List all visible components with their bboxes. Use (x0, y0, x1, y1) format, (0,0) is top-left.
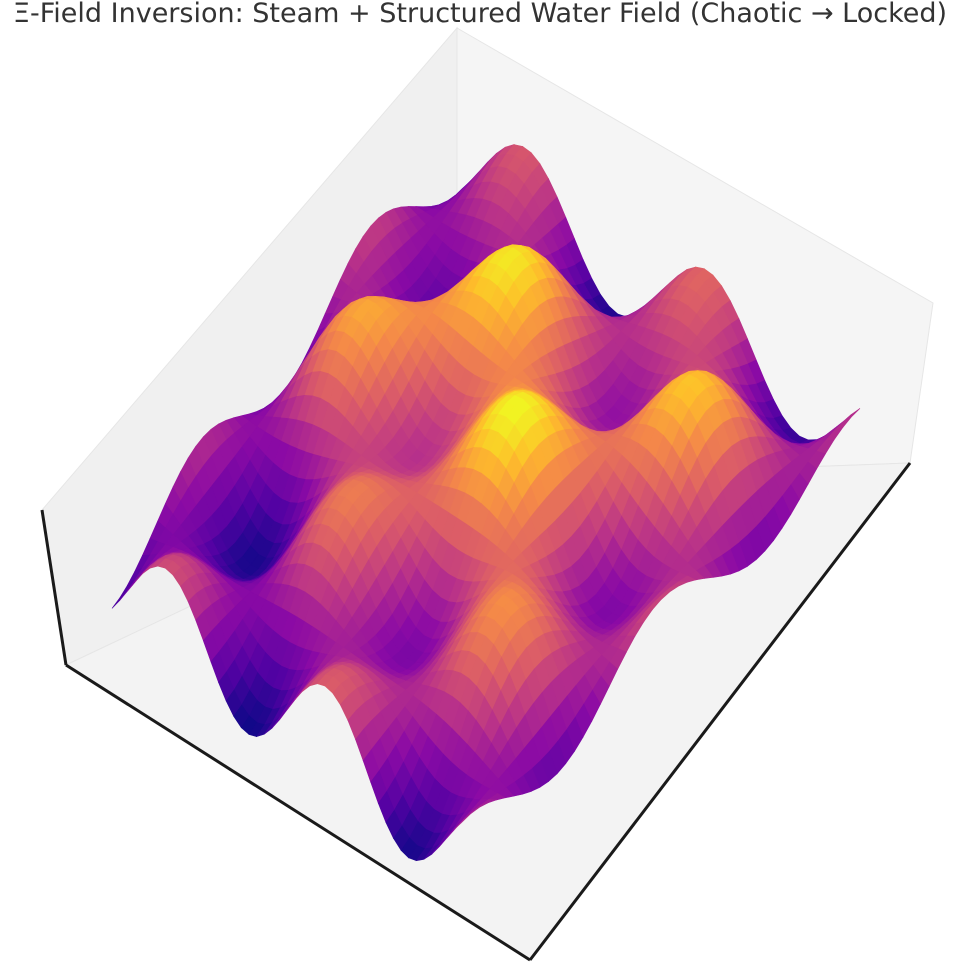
y-axis-line (528, 462, 912, 961)
surface-patch (454, 813, 471, 830)
surface-mesh (111, 144, 861, 862)
x-axis-line (65, 663, 531, 962)
chart-title: Ξ-Field Inversion: Steam + Structured Wa… (12, 0, 948, 29)
z-axis-line (40, 509, 68, 666)
axis-lines (40, 462, 912, 962)
